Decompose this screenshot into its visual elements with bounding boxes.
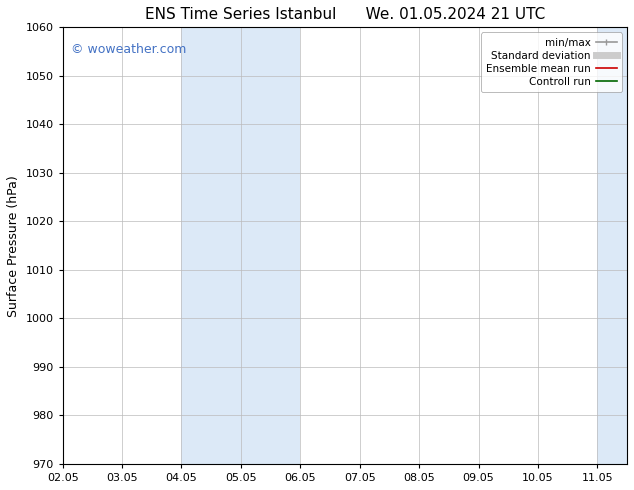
Bar	[597, 27, 627, 464]
Title: ENS Time Series Istanbul      We. 01.05.2024 21 UTC: ENS Time Series Istanbul We. 01.05.2024 …	[145, 7, 545, 22]
Legend: min/max, Standard deviation, Ensemble mean run, Controll run: min/max, Standard deviation, Ensemble me…	[481, 32, 622, 92]
Bar	[181, 27, 301, 464]
Y-axis label: Surface Pressure (hPa): Surface Pressure (hPa)	[7, 175, 20, 317]
Text: © woweather.com: © woweather.com	[71, 43, 186, 55]
